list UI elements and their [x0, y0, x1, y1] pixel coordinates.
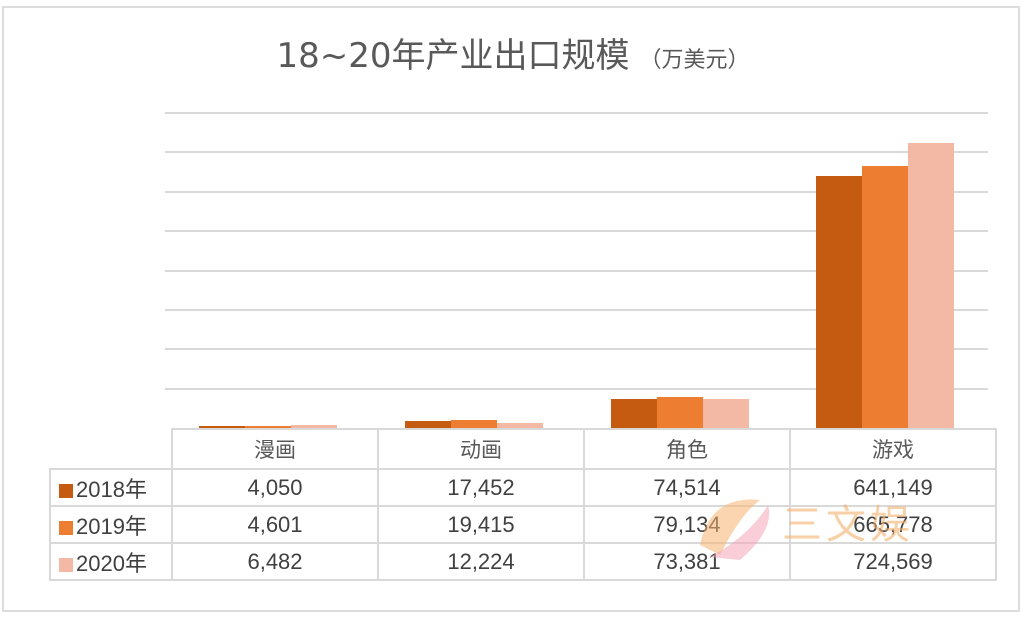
chart-title-unit: （万美元）: [639, 48, 750, 73]
bar: [450, 420, 497, 428]
gridline: [165, 190, 988, 193]
bar: [199, 426, 245, 428]
category-label: 角色: [583, 428, 791, 470]
gridline: [165, 387, 988, 390]
table-row: 2018年 4,050 17,452 74,514 641,149: [49, 468, 997, 507]
bar: [496, 423, 543, 428]
category-header-row: 漫画 动画 角色 游戏: [50, 428, 997, 470]
chart-title: 18~20年产业出口规模 （万美元）: [0, 28, 1026, 77]
table-cell: 6,482: [171, 542, 379, 581]
legend-entry-2020: 2020年: [49, 542, 173, 581]
category-label: 漫画: [171, 428, 379, 470]
legend-entry-2019: 2019年: [49, 505, 173, 544]
series-name: 2018年: [76, 476, 147, 502]
series-name: 2019年: [76, 513, 147, 539]
gridline: [165, 230, 988, 233]
bar: [816, 175, 863, 428]
table-cell: 4,050: [171, 468, 379, 507]
category-label: 游戏: [789, 428, 997, 470]
bar: [404, 421, 451, 428]
table-cell: 19,415: [377, 505, 585, 544]
gridline: [165, 151, 988, 154]
series-name: 2020年: [76, 550, 147, 576]
table-row: 2020年 6,482 12,224 73,381 724,569: [49, 542, 997, 581]
bar: [610, 398, 657, 428]
legend-swatch-icon: [59, 520, 73, 535]
table-cell: 17,452: [377, 468, 585, 507]
category-label: 动画: [377, 428, 585, 470]
bar: [656, 396, 703, 428]
gridline: [165, 269, 988, 272]
table-row: 2019年 4,601 19,415 79,134 665,778: [49, 505, 997, 544]
plot-area: [165, 112, 988, 428]
bar: [702, 399, 749, 428]
table-cell: 79,134: [583, 505, 791, 544]
bar: [862, 165, 909, 428]
table-cell: 74,514: [583, 468, 791, 507]
bar: [908, 142, 955, 428]
watermark-text: 三文娱: [782, 502, 914, 548]
data-table: 漫画 动画 角色 游戏 2018年 4,050 17,452 74,514 64…: [49, 428, 997, 581]
bar: [291, 425, 337, 428]
table-corner: [50, 429, 173, 470]
gridline: [165, 112, 988, 114]
table-cell: 724,569: [789, 542, 997, 581]
bar: [245, 426, 291, 428]
table-cell: 641,149: [789, 468, 997, 507]
chart-title-main: 18~20年产业出口规模: [276, 36, 630, 76]
gridline: [165, 348, 988, 351]
legend-swatch-icon: [59, 483, 73, 498]
table-cell: 4,601: [171, 505, 379, 544]
table-cell: 665,778: [789, 505, 997, 544]
legend-swatch-icon: [59, 557, 73, 572]
legend-entry-2018: 2018年: [49, 468, 173, 507]
table-cell: 73,381: [583, 542, 791, 581]
gridline: [165, 308, 988, 311]
table-cell: 12,224: [377, 542, 585, 581]
